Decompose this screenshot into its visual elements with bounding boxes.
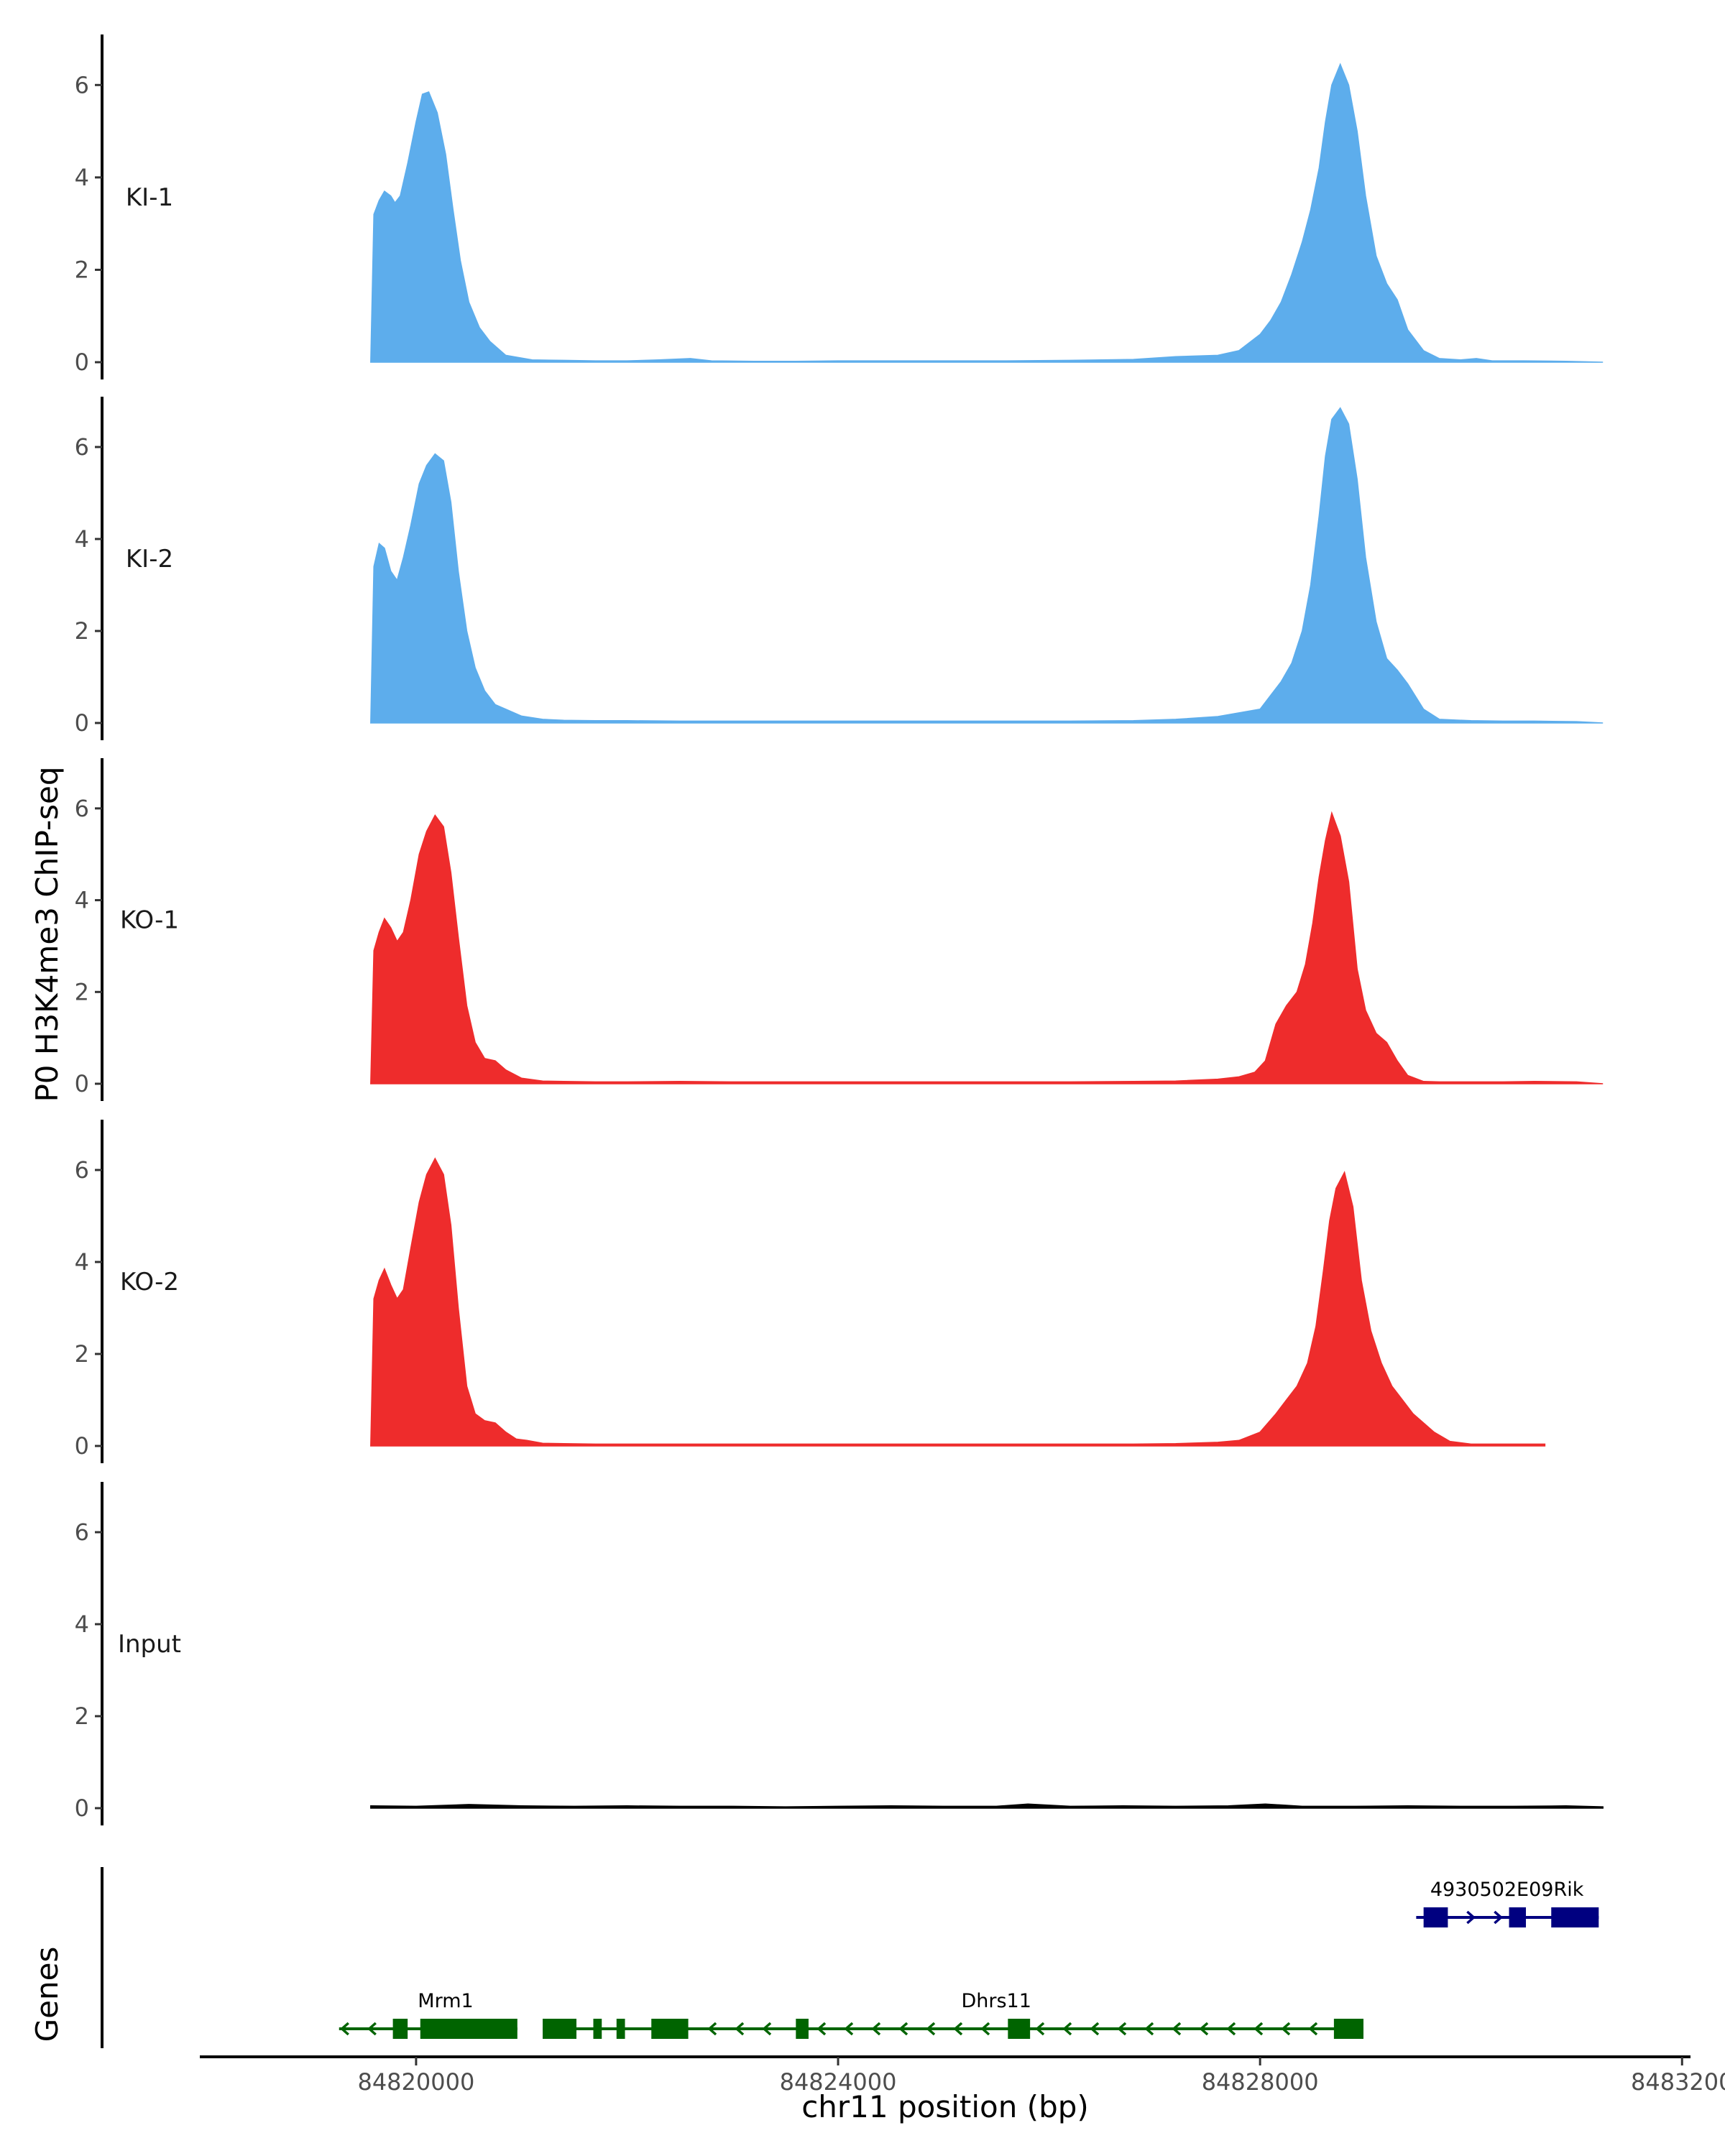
strand-arrow	[367, 2022, 377, 2036]
strand-arrow	[871, 2022, 881, 2036]
strand-arrow	[926, 2022, 936, 2036]
x-axis: 84820000 84824000 84828000 8483200	[200, 2055, 1725, 2096]
strand-arrow	[1062, 2022, 1072, 2036]
gene-exon	[543, 2019, 577, 2039]
strand-arrow	[1254, 2022, 1264, 2036]
track-label: KI-2	[126, 545, 173, 573]
strand-arrow	[1090, 2022, 1100, 2036]
gene-exon	[593, 2019, 602, 2039]
strand-arrow	[1226, 2022, 1236, 2036]
x-tick-label: 8483200	[1631, 2068, 1725, 2096]
y-tick-label: 0	[75, 1432, 89, 1460]
strand-arrow	[1466, 1910, 1476, 1925]
track-panel-ko-1: 0 2 4 6 KO-1	[75, 758, 1604, 1101]
y-tick-label: 0	[75, 709, 89, 737]
strand-arrow	[1199, 2022, 1209, 2036]
y-tick-label: 4	[75, 1248, 89, 1276]
y-tick-label: 4	[75, 164, 89, 191]
y-tick-label: 6	[75, 1156, 89, 1184]
gene-name-label: Mrm1	[418, 1990, 473, 2012]
strand-arrow	[340, 2022, 349, 2036]
gene-4930502e09rik: 4930502E09Rik	[1416, 1879, 1599, 1927]
gene-exon	[796, 2019, 809, 2039]
signal-area-ko-1	[370, 811, 1604, 1084]
strand-arrow	[816, 2022, 827, 2036]
genes-axis-title: Genes	[29, 1947, 65, 2042]
y-tick-label: 6	[75, 433, 89, 461]
strand-arrow	[1144, 2022, 1154, 2036]
y-tick-label: 0	[75, 1795, 89, 1822]
gene-exon	[1008, 2019, 1031, 2039]
y-tick-label: 4	[75, 525, 89, 553]
y-tick-label: 6	[75, 795, 89, 822]
tracks-group: 0 2 4 6 KI-1 0 2 4 6 KI-2 0 2 4 6 KO-1 0 2 4 6 KO-2 0 2 4 6 Inpu…	[75, 34, 1604, 1825]
strand-arrow	[1117, 2022, 1127, 2036]
y-tick-label: 2	[75, 978, 89, 1005]
gene-exon	[420, 2019, 518, 2039]
y-tick-label: 2	[75, 1703, 89, 1730]
y-tick-label: 6	[75, 71, 89, 98]
gene-name-label: Dhrs11	[961, 1990, 1031, 2012]
signal-area-ko-2	[370, 1157, 1546, 1447]
genes-panel: Mrm1 Dhrs11 4930502E09Rik	[101, 1867, 1599, 2048]
track-panel-ki-1: 0 2 4 6 KI-1	[75, 34, 1604, 379]
y-tick-label: 4	[75, 887, 89, 914]
y-axis-title: P0 H3K4me3 ChIP-seq	[29, 766, 65, 1102]
strand-arrow	[1308, 2022, 1318, 2036]
strand-arrow	[1494, 1910, 1504, 1925]
gene-exon	[1509, 1907, 1527, 1927]
track-label: KI-1	[126, 183, 173, 212]
gene-mrm1: Mrm1	[339, 1990, 518, 2039]
track-label: Input	[118, 1630, 181, 1659]
strand-arrow	[898, 2022, 908, 2036]
strand-arrow	[1281, 2022, 1291, 2036]
signal-area-ki-2	[370, 407, 1604, 724]
y-tick-label: 6	[75, 1519, 89, 1546]
gene-exon	[651, 2019, 689, 2039]
signal-area-input	[370, 1803, 1604, 1809]
strand-arrow	[735, 2022, 745, 2036]
gene-exon	[1423, 1907, 1448, 1927]
strand-arrow	[1035, 2022, 1045, 2036]
track-panel-ki-2: 0 2 4 6 KI-2	[75, 397, 1604, 740]
y-tick-label: 2	[75, 1340, 89, 1368]
strand-arrow	[953, 2022, 963, 2036]
strand-arrow	[762, 2022, 772, 2036]
y-tick-label: 0	[75, 1070, 89, 1097]
strand-arrow	[707, 2022, 717, 2036]
x-axis-title: chr11 position (bp)	[801, 2089, 1089, 2124]
x-tick-label: 84820000	[357, 2068, 474, 2096]
gene-exon	[616, 2019, 625, 2039]
y-tick-label: 0	[75, 349, 89, 376]
track-label: KO-2	[120, 1268, 179, 1296]
strand-arrow	[1172, 2022, 1182, 2036]
track-panel-ko-2: 0 2 4 6 KO-2	[75, 1120, 1546, 1463]
track-panel-input: 0 2 4 6 Input	[75, 1482, 1604, 1825]
gene-exon	[1333, 2019, 1363, 2039]
signal-area-ki-1	[370, 63, 1604, 363]
track-label: KO-1	[120, 906, 179, 935]
strand-arrow	[980, 2022, 990, 2036]
y-tick-label: 2	[75, 617, 89, 645]
y-tick-label: 2	[75, 256, 89, 283]
gene-dhrs11: Dhrs11	[543, 1990, 1363, 2039]
strand-arrow	[844, 2022, 854, 2036]
gene-exon	[392, 2019, 408, 2039]
x-tick-label: 84824000	[780, 2068, 897, 2096]
gene-exon	[1551, 1907, 1599, 1927]
y-tick-label: 4	[75, 1611, 89, 1638]
x-tick-label: 84828000	[1202, 2068, 1319, 2096]
gene-name-label: 4930502E09Rik	[1430, 1879, 1584, 1901]
